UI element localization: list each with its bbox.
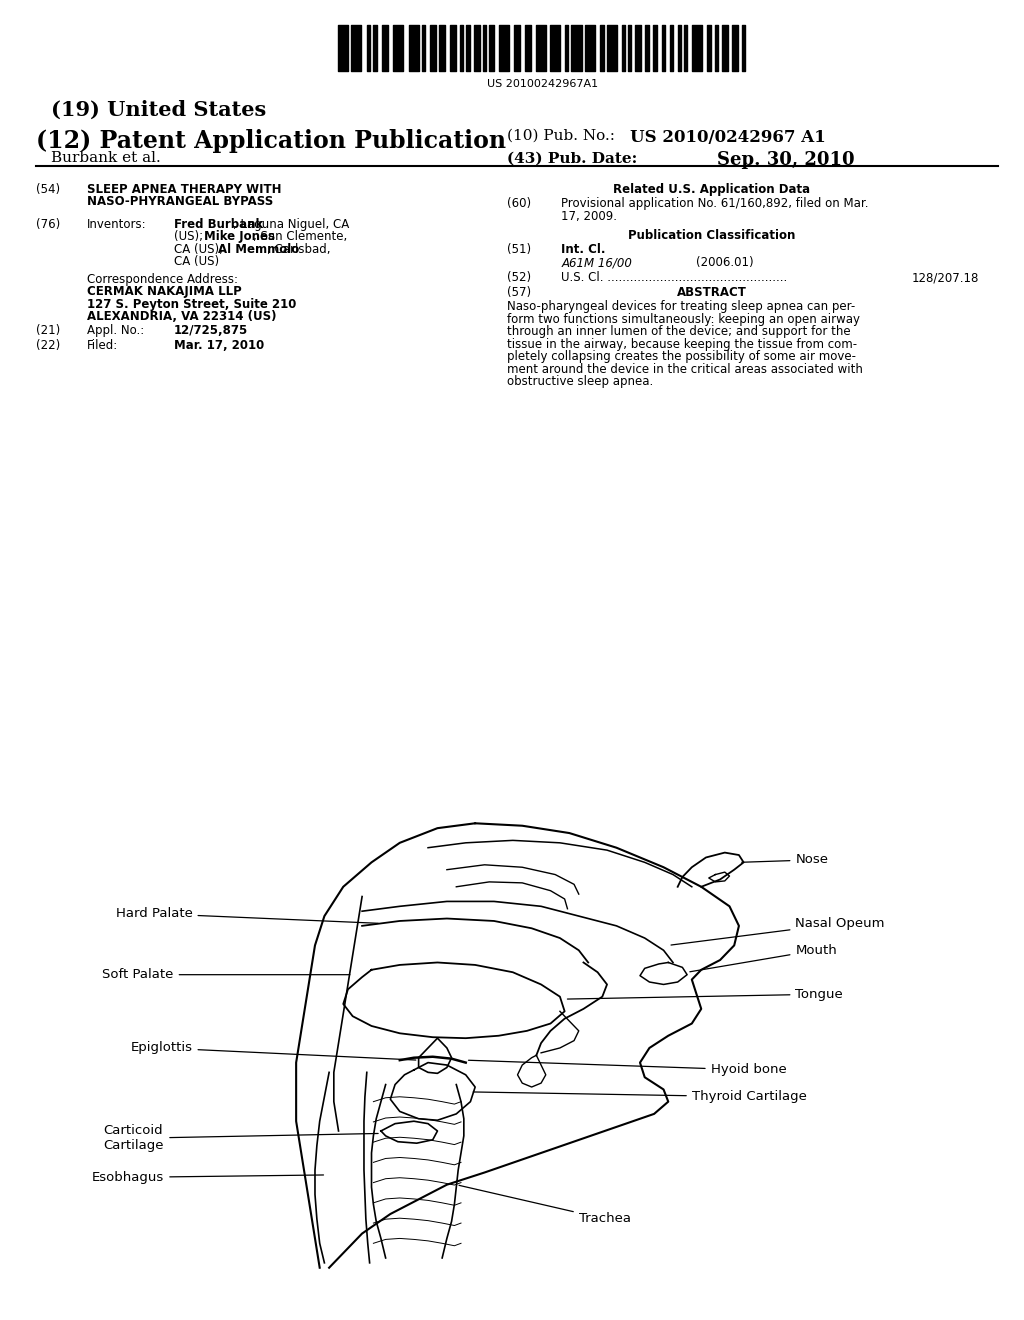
Text: , San Clemente,: , San Clemente, [253, 231, 347, 243]
Text: (76): (76) [36, 218, 60, 231]
Text: Int. Cl.: Int. Cl. [561, 243, 605, 256]
Text: obstructive sleep apnea.: obstructive sleep apnea. [507, 375, 653, 388]
Text: (2006.01): (2006.01) [696, 256, 754, 269]
Text: Soft Palate: Soft Palate [102, 968, 350, 981]
Text: (21): (21) [36, 325, 60, 338]
Text: US 20100242967A1: US 20100242967A1 [487, 79, 598, 88]
Text: A61M 16/00: A61M 16/00 [561, 256, 632, 269]
Text: NASO-PHYRANGEAL BYPASS: NASO-PHYRANGEAL BYPASS [87, 195, 273, 209]
Text: Provisional application No. 61/160,892, filed on Mar.: Provisional application No. 61/160,892, … [561, 197, 868, 210]
Text: through an inner lumen of the device; and support for the: through an inner lumen of the device; an… [507, 325, 851, 338]
Text: (52): (52) [507, 271, 531, 284]
Text: CERMAK NAKAJIMA LLP: CERMAK NAKAJIMA LLP [87, 285, 242, 298]
Text: US 2010/0242967 A1: US 2010/0242967 A1 [630, 129, 825, 147]
Text: (22): (22) [36, 339, 60, 352]
Text: 12/725,875: 12/725,875 [174, 325, 249, 338]
Text: Trachea: Trachea [459, 1185, 631, 1225]
Text: Appl. No.:: Appl. No.: [87, 325, 144, 338]
Text: Epiglottis: Epiglottis [130, 1041, 416, 1060]
Text: 17, 2009.: 17, 2009. [561, 210, 617, 223]
Text: Thyroid Cartilage: Thyroid Cartilage [473, 1090, 807, 1104]
Text: Filed:: Filed: [87, 339, 119, 352]
Text: Carticoid
Cartilage: Carticoid Cartilage [103, 1125, 378, 1152]
Text: (60): (60) [507, 197, 531, 210]
Text: 127 S. Peyton Street, Suite 210: 127 S. Peyton Street, Suite 210 [87, 298, 296, 310]
Text: SLEEP APNEA THERAPY WITH: SLEEP APNEA THERAPY WITH [87, 183, 282, 195]
Text: (US);: (US); [174, 231, 207, 243]
Text: Nasal Opeum: Nasal Opeum [671, 917, 885, 945]
Text: ment around the device in the critical areas associated with: ment around the device in the critical a… [507, 363, 863, 376]
Text: (57): (57) [507, 286, 531, 300]
Text: (54): (54) [36, 183, 60, 195]
Text: , Carlsbad,: , Carlsbad, [267, 243, 331, 256]
Text: form two functions simultaneously: keeping an open airway: form two functions simultaneously: keepi… [507, 313, 860, 326]
Text: Fred Burbank: Fred Burbank [174, 218, 263, 231]
Text: U.S. Cl. ................................................: U.S. Cl. ...............................… [561, 271, 787, 284]
Text: Hard Palate: Hard Palate [116, 907, 378, 923]
Text: , Laguna Niguel, CA: , Laguna Niguel, CA [233, 218, 349, 231]
Text: Esobhagus: Esobhagus [92, 1171, 324, 1184]
Text: Burbank et al.: Burbank et al. [51, 152, 161, 165]
Text: Inventors:: Inventors: [87, 218, 146, 231]
Text: CA (US);: CA (US); [174, 243, 227, 256]
Text: Tongue: Tongue [567, 987, 843, 1001]
Text: tissue in the airway, because keeping the tissue from com-: tissue in the airway, because keeping th… [507, 338, 857, 351]
Text: Al Memmolo: Al Memmolo [218, 243, 300, 256]
Text: Related U.S. Application Data: Related U.S. Application Data [613, 183, 810, 195]
Text: ALEXANDRIA, VA 22314 (US): ALEXANDRIA, VA 22314 (US) [87, 310, 276, 323]
Text: (10) Pub. No.:: (10) Pub. No.: [507, 129, 614, 143]
Text: (12) Patent Application Publication: (12) Patent Application Publication [36, 129, 506, 153]
Text: ABSTRACT: ABSTRACT [677, 286, 746, 300]
Text: Nose: Nose [741, 854, 828, 866]
Text: 128/207.18: 128/207.18 [911, 271, 979, 284]
Text: Mike Jones: Mike Jones [204, 231, 274, 243]
Text: (19) United States: (19) United States [51, 100, 266, 120]
Text: Publication Classification: Publication Classification [628, 228, 796, 242]
Text: Sep. 30, 2010: Sep. 30, 2010 [717, 152, 854, 169]
Text: Mouth: Mouth [690, 944, 838, 972]
Text: (43) Pub. Date:: (43) Pub. Date: [507, 152, 637, 165]
Text: Mar. 17, 2010: Mar. 17, 2010 [174, 339, 264, 352]
Text: Correspondence Address:: Correspondence Address: [87, 273, 238, 285]
Text: pletely collapsing creates the possibility of some air move-: pletely collapsing creates the possibili… [507, 350, 856, 363]
Text: CA (US): CA (US) [174, 255, 219, 268]
Text: Naso-pharyngeal devices for treating sleep apnea can per-: Naso-pharyngeal devices for treating sle… [507, 300, 855, 313]
Text: (51): (51) [507, 243, 531, 256]
Text: Hyoid bone: Hyoid bone [469, 1060, 786, 1076]
